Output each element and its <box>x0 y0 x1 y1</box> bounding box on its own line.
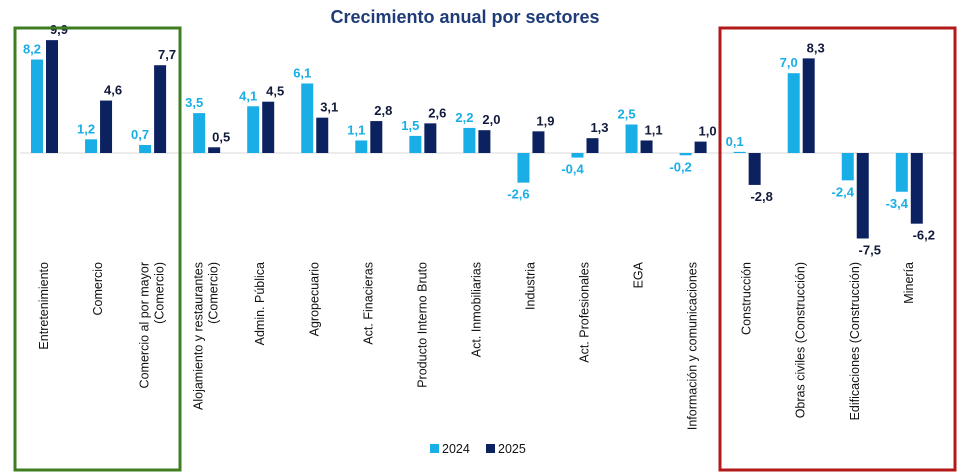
data-label-2024-11: 2,5 <box>618 107 636 122</box>
bar-2024-8 <box>463 127 476 153</box>
bar-2024-9 <box>517 153 530 183</box>
category-label-14: Obras civiles (Construcción) <box>794 262 808 418</box>
bar-2024-0 <box>31 59 43 153</box>
data-label-2024-7: 1,5 <box>401 118 419 133</box>
data-label-2024-2: 0,7 <box>131 127 149 142</box>
category-label-6: Act. Finacieras <box>361 262 375 345</box>
bar-2024-15 <box>841 153 854 181</box>
bar-2025-8 <box>478 130 491 153</box>
data-label-2025-1: 4,6 <box>104 83 122 98</box>
bar-2024-13 <box>733 151 746 153</box>
bar-2024-2 <box>139 145 152 153</box>
category-label-13: Construcción <box>740 262 754 335</box>
data-label-2025-7: 2,6 <box>428 105 446 120</box>
data-label-2025-14: 8,3 <box>807 40 825 55</box>
bar-2024-5 <box>301 83 314 153</box>
data-label-2025-13: -2,8 <box>750 189 772 204</box>
bar-2025-15 <box>856 153 869 239</box>
category-label-8: Act. Inmobiliarias <box>469 262 483 357</box>
data-label-2024-6: 1,1 <box>347 122 365 137</box>
data-label-2024-8: 2,2 <box>455 110 473 125</box>
data-label-2025-9: 1,9 <box>536 113 554 128</box>
bar-2024-12 <box>679 153 692 156</box>
data-label-2024-1: 1,2 <box>77 121 95 136</box>
data-label-2024-3: 3,5 <box>185 95 203 110</box>
data-label-2024-14: 7,0 <box>780 55 798 70</box>
legend: 2024 2025 <box>430 442 526 456</box>
data-label-2025-3: 0,5 <box>212 129 230 144</box>
bar-2024-16 <box>895 153 908 192</box>
bar-2025-14 <box>802 58 815 153</box>
category-label-5: Agropecuario <box>307 262 321 336</box>
bar-2025-13 <box>748 153 761 185</box>
bar-2024-14 <box>787 73 800 153</box>
bar-2025-12 <box>694 141 707 153</box>
data-label-2025-5: 3,1 <box>320 100 338 115</box>
category-label-15: Edificaciones (Construcción) <box>848 262 862 420</box>
category-label-16: Minería <box>902 262 916 304</box>
data-label-2025-11: 1,1 <box>645 122 663 137</box>
bar-2024-7 <box>409 135 422 153</box>
legend-label-2024: 2024 <box>442 442 470 456</box>
chart-title: Crecimiento anual por sectores <box>330 7 599 27</box>
category-label-11: EGA <box>632 261 646 288</box>
data-label-2024-5: 6,1 <box>293 65 311 80</box>
bar-2025-7 <box>424 123 437 153</box>
bar-2024-10 <box>571 153 584 158</box>
category-label-12: Información y comunicaciones <box>686 262 700 430</box>
bar-2025-9 <box>532 131 545 153</box>
data-label-2025-10: 1,3 <box>590 120 608 135</box>
data-label-2025-0: 9,9 <box>50 22 68 37</box>
bar-2024-4 <box>247 106 260 153</box>
category-label-1: Comercio <box>91 262 105 316</box>
bar-2025-6 <box>370 121 383 153</box>
category-label-9: Industria <box>523 262 537 310</box>
data-label-2024-16: -3,4 <box>886 196 909 211</box>
data-label-2024-13: 0,1 <box>726 134 744 149</box>
category-label-2: (Comercio) <box>153 262 167 324</box>
bar-2025-5 <box>316 117 329 153</box>
data-label-2024-0: 8,2 <box>23 42 41 57</box>
data-label-2024-12: -0,2 <box>669 159 691 174</box>
data-label-2025-12: 1,0 <box>699 124 717 139</box>
category-label-4: Admin. Pública <box>253 262 267 345</box>
data-label-2024-4: 4,1 <box>239 88 257 103</box>
legend-label-2025: 2025 <box>498 442 526 456</box>
data-label-2025-16: -6,2 <box>913 228 935 243</box>
bar-2024-1 <box>85 139 98 153</box>
data-label-2024-15: -2,4 <box>832 184 855 199</box>
highlight-box-commerce <box>13 26 182 472</box>
category-label-10: Act. Profesionales <box>578 262 592 363</box>
category-label-3: (Comercio) <box>207 262 221 324</box>
data-label-2025-15: -7,5 <box>859 243 881 258</box>
bar-2025-3 <box>208 147 221 153</box>
data-label-2024-10: -0,4 <box>561 162 584 177</box>
legend-swatch-2024 <box>430 444 439 453</box>
data-label-2024-9: -2,6 <box>507 187 529 202</box>
bar-2024-6 <box>355 140 368 153</box>
bar-2024-3 <box>193 113 206 153</box>
bar-2024-11 <box>625 124 638 153</box>
data-label-2025-4: 4,5 <box>266 84 284 99</box>
bar-2025-0 <box>46 40 58 153</box>
bar-2025-11 <box>640 140 653 153</box>
category-label-2: Comercio al por mayor <box>138 262 152 388</box>
bar-2025-10 <box>586 138 599 153</box>
data-label-2025-6: 2,8 <box>374 103 392 118</box>
category-label-7: Producto Interno Bruto <box>415 262 429 388</box>
data-label-2025-2: 7,7 <box>158 47 176 62</box>
highlight-box-construction <box>718 26 957 472</box>
legend-swatch-2025 <box>486 444 495 453</box>
category-label-0: Entretenimiento <box>37 262 51 350</box>
bar-2025-4 <box>262 101 275 153</box>
bar-2025-1 <box>100 100 113 153</box>
category-label-3: Alojamiento y restaurantes <box>192 262 206 410</box>
data-label-2025-8: 2,0 <box>482 112 500 127</box>
bar-2025-2 <box>154 65 167 153</box>
bar-2025-16 <box>910 153 923 224</box>
